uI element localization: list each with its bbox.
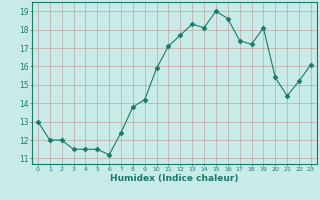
X-axis label: Humidex (Indice chaleur): Humidex (Indice chaleur) xyxy=(110,174,239,183)
